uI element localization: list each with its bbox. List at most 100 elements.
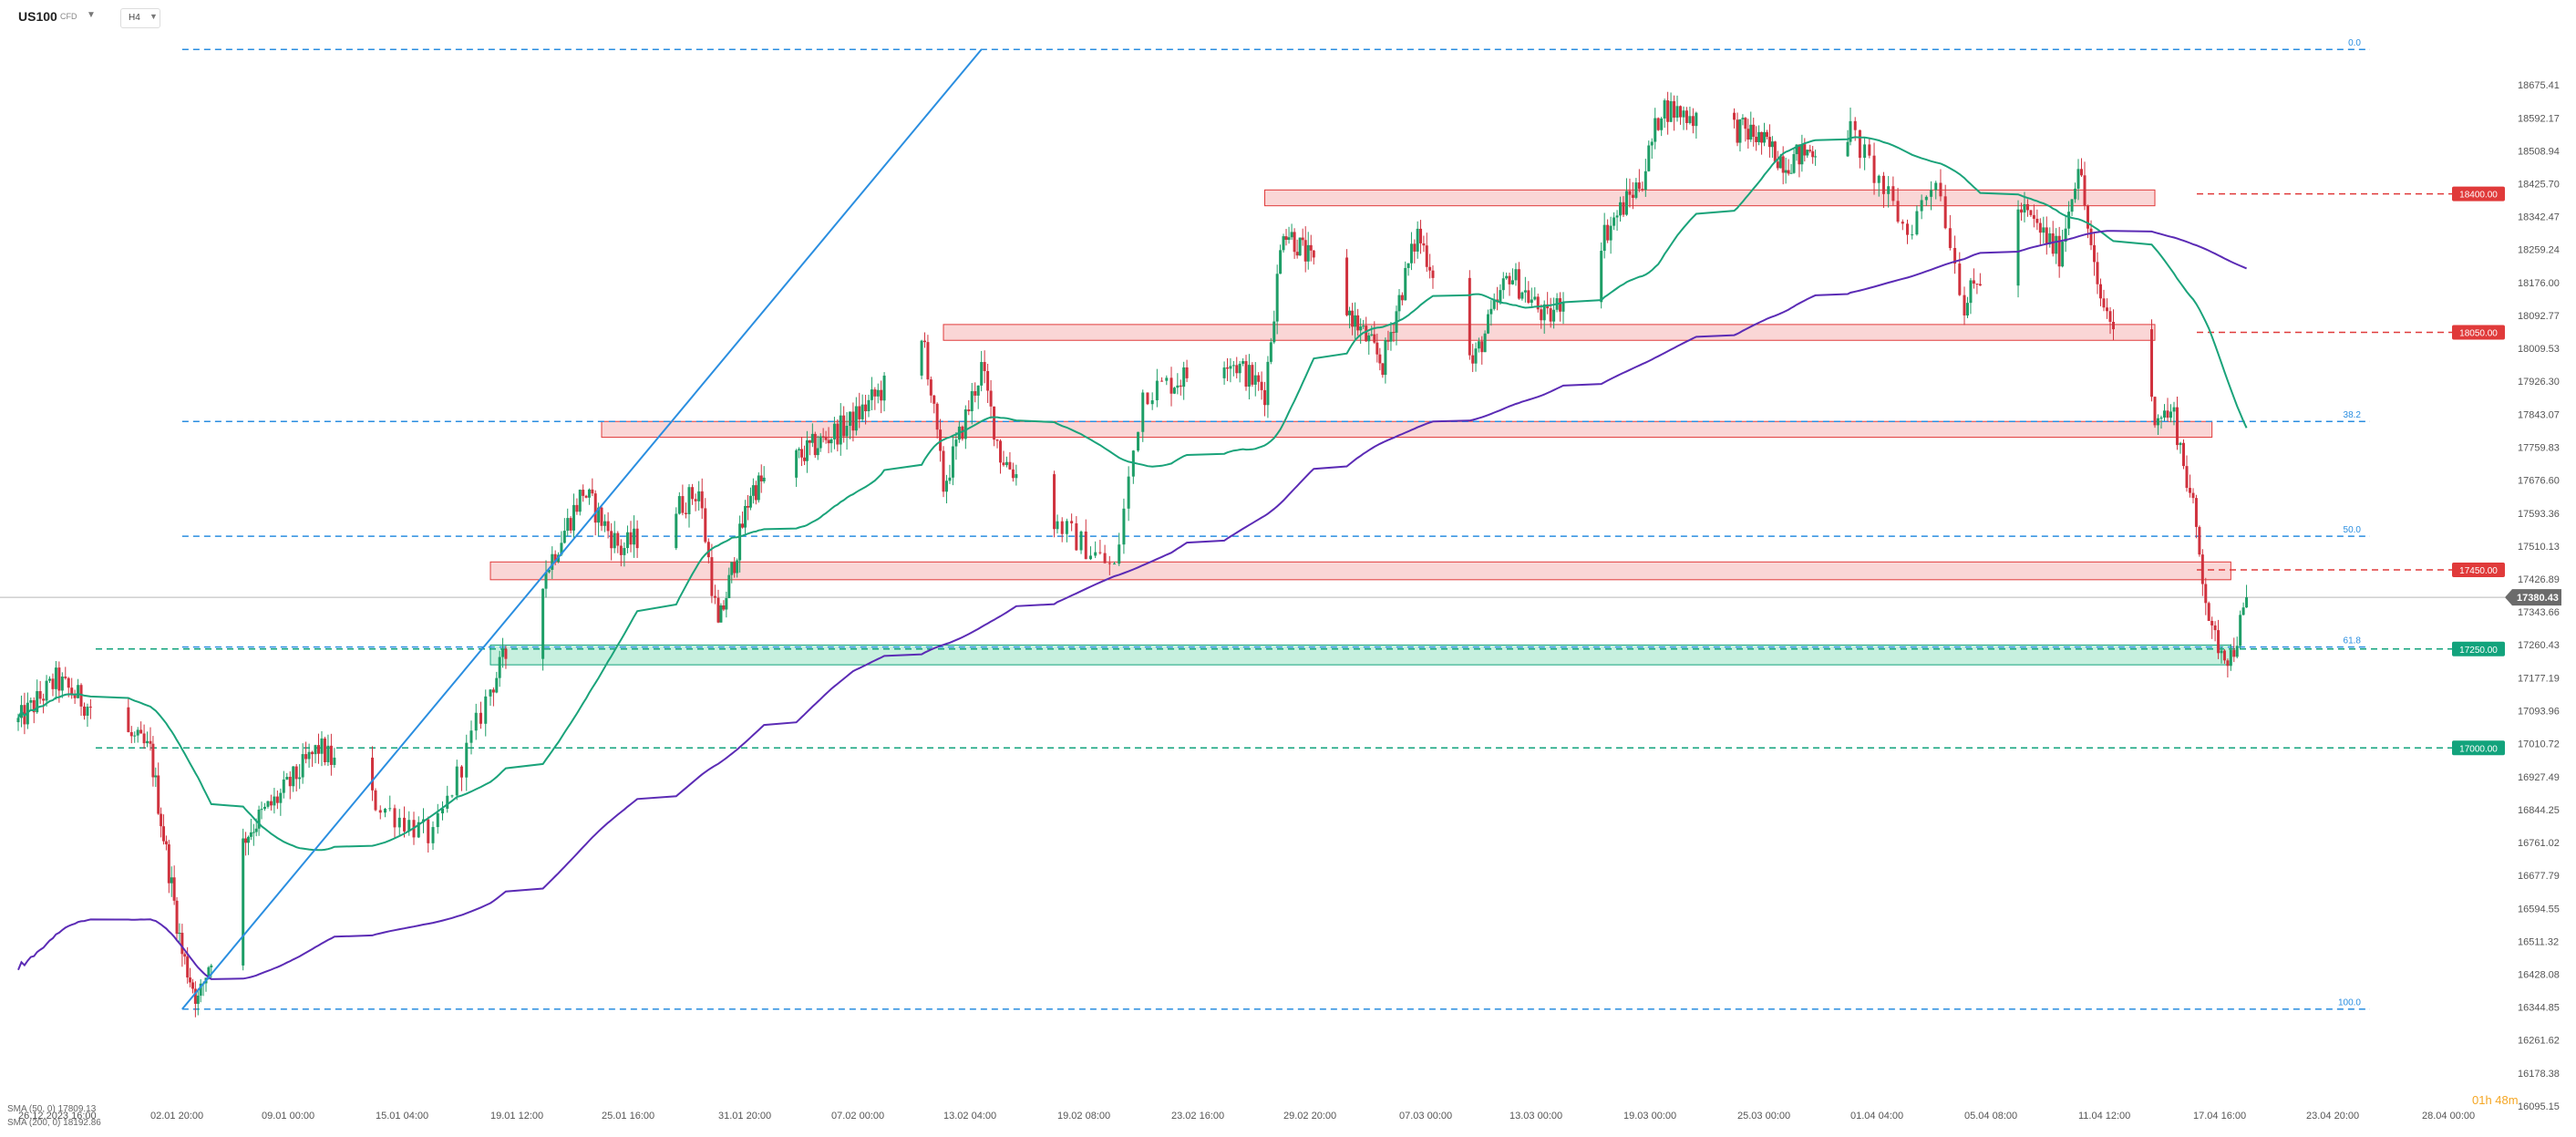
candle-body: [1669, 100, 1673, 122]
candle-body: [282, 779, 285, 793]
current-price-label: 17380.43: [2517, 593, 2559, 604]
candle-body: [736, 560, 739, 574]
candle-body: [976, 385, 980, 396]
candle-body: [1141, 392, 1145, 432]
symbol-dropdown-icon[interactable]: ▼: [87, 10, 96, 20]
timeframe-selector[interactable]: H4 ▼: [120, 8, 160, 28]
price-level-badge: [2452, 641, 2505, 656]
candle-body: [1419, 228, 1423, 243]
legend-sma50[interactable]: SMA (50, 0) 17809.13: [7, 1104, 96, 1114]
candle-body: [1691, 116, 1695, 127]
candle-body: [266, 801, 270, 807]
candle-body: [2189, 488, 2191, 493]
candle-body: [2080, 169, 2083, 176]
candle-body: [504, 648, 508, 659]
candle-body: [2241, 607, 2245, 615]
candle-body: [827, 439, 830, 444]
candle-body: [1972, 280, 1975, 284]
candle-body: [1755, 137, 1758, 142]
y-tick-label: 16344.85: [2518, 1003, 2560, 1014]
fib-label: 38.2: [2344, 410, 2362, 420]
zones-layer: [489, 189, 2231, 666]
candle-body: [2200, 554, 2204, 584]
candle-body: [741, 523, 745, 528]
candle-body: [1763, 131, 1767, 143]
candle-body: [151, 743, 155, 778]
candle-body: [329, 745, 333, 765]
candle-body: [1752, 124, 1756, 138]
candle-body: [2194, 498, 2198, 527]
candle-body: [2023, 203, 2026, 213]
candle-body: [813, 433, 817, 456]
candle-body: [704, 508, 707, 543]
candle-body: [2106, 307, 2108, 312]
symbol-label[interactable]: US100: [18, 9, 57, 24]
y-tick-label: 17926.30: [2518, 377, 2560, 388]
candle-body: [183, 954, 187, 957]
candle-body: [1084, 531, 1087, 560]
candle-body: [1514, 269, 1518, 281]
candle-body: [858, 406, 861, 419]
candle-body: [1613, 217, 1616, 226]
sma50-line: [17, 136, 2248, 852]
candle-body: [2210, 620, 2214, 625]
candle-body: [1654, 118, 1657, 142]
candle-body: [317, 745, 320, 754]
candle-body: [1303, 240, 1307, 262]
candle-body: [1002, 462, 1005, 466]
candle-body: [1253, 375, 1257, 385]
candle-body: [2179, 442, 2182, 446]
candle-body: [759, 475, 763, 481]
candle-body: [547, 569, 551, 573]
candle-body: [1808, 150, 1812, 151]
candle-body: [1008, 461, 1012, 470]
candle-body: [1263, 389, 1266, 406]
candle-body: [2020, 209, 2023, 213]
candle-body: [1060, 521, 1064, 534]
candle-body: [1619, 202, 1623, 216]
candle-body: [926, 342, 930, 380]
candle-body: [2064, 228, 2067, 243]
price-level-label: 17450.00: [2459, 566, 2498, 576]
candle-body: [970, 391, 974, 412]
candle-body: [2159, 417, 2163, 419]
candle-body: [180, 933, 184, 955]
candle-body: [754, 485, 757, 501]
candle-body: [2055, 235, 2058, 254]
candle-body: [1647, 145, 1651, 171]
y-tick-label: 18009.53: [2518, 344, 2560, 355]
candle-body: [1510, 280, 1514, 284]
candle-body: [2232, 649, 2236, 657]
candle-body: [541, 588, 545, 659]
candle-body: [716, 597, 720, 623]
candle-body: [933, 395, 936, 404]
legend-sma200[interactable]: SMA (200, 0) 18192.86: [7, 1118, 101, 1128]
candle-body: [288, 776, 292, 787]
candle-body: [1170, 377, 1173, 394]
x-tick-label: 25.01 16:00: [602, 1111, 654, 1121]
candle-body: [1282, 236, 1285, 251]
candle-body: [2108, 311, 2112, 322]
candle-body: [1679, 106, 1682, 118]
y-tick-label: 17010.72: [2518, 739, 2560, 750]
candle-body: [2222, 650, 2226, 661]
support-zone: [489, 644, 2231, 666]
candle-body: [1757, 131, 1761, 142]
candle-body: [371, 757, 375, 791]
candle-body: [1523, 290, 1527, 293]
candle-body: [1765, 131, 1768, 138]
candle-body: [88, 707, 92, 708]
candle-body: [625, 532, 629, 549]
candle-body: [172, 877, 176, 901]
candle-body: [388, 808, 392, 810]
candle-body: [1920, 200, 1923, 212]
candle-body: [304, 754, 308, 760]
sma200-line: [17, 230, 2247, 980]
x-tick-label: 01.04 04:00: [1850, 1111, 1903, 1121]
candle-countdown: 01h 48m: [2472, 1093, 2519, 1107]
candle-body: [170, 877, 173, 884]
candle-body: [279, 792, 283, 803]
candle-body: [1070, 521, 1074, 523]
candle-body: [1517, 269, 1520, 299]
